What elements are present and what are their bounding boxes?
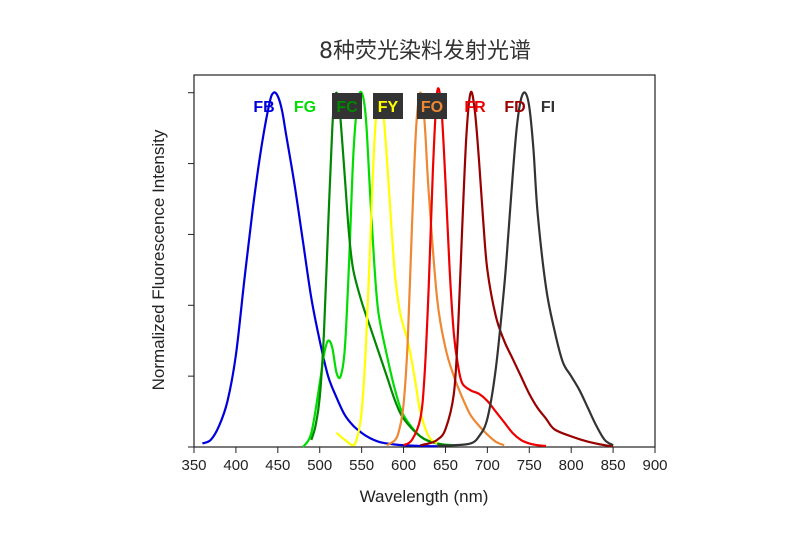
series-line-fi xyxy=(437,91,614,448)
legend-label: FO xyxy=(421,99,443,116)
legend-label: FG xyxy=(294,99,316,116)
x-tick-label: 750 xyxy=(517,457,542,474)
series-layer xyxy=(201,87,614,448)
x-tick-label: 450 xyxy=(265,457,290,474)
series-line-fc xyxy=(310,91,455,448)
x-axis-label: Wavelength (nm) xyxy=(360,487,489,506)
legend-item-fi: FI xyxy=(541,99,555,116)
series-line-fo xyxy=(386,91,505,447)
series-line-fd xyxy=(420,90,614,448)
legend-label: FB xyxy=(253,99,274,116)
legend-label: FD xyxy=(504,99,525,116)
x-tick-label: 850 xyxy=(601,457,626,474)
legend-item-fr: FR xyxy=(464,99,486,116)
x-tick-label: 800 xyxy=(559,457,584,474)
x-tick-label: 600 xyxy=(391,457,416,474)
x-tick-label: 700 xyxy=(475,457,500,474)
legend-item-fg: FG xyxy=(294,99,316,116)
x-tick-label: 550 xyxy=(349,457,374,474)
legend-label: FC xyxy=(336,99,358,116)
legend-label: FY xyxy=(378,99,399,116)
legend-label: FR xyxy=(464,99,486,116)
series-line-fb xyxy=(201,91,438,448)
legend-item-fb: FB xyxy=(253,99,274,116)
legend-item-fd: FD xyxy=(504,99,525,116)
x-tick-label: 900 xyxy=(642,457,667,474)
x-tick-label: 400 xyxy=(223,457,248,474)
legend-item-fy: FY xyxy=(373,93,403,119)
legend-label: FI xyxy=(541,99,555,116)
legend-item-fc: FC xyxy=(332,93,362,119)
chart-title: 8种荧光染料发射光谱 xyxy=(319,39,531,64)
x-axis-ticks: 350 400 450 500 550 600 650 700 750 800 850 900 xyxy=(181,447,668,474)
legend-item-fo: FO xyxy=(417,93,447,119)
legend: FB FG FC FY FO FR FD FI xyxy=(253,93,555,119)
x-tick-label: 650 xyxy=(433,457,458,474)
legend-box xyxy=(332,93,362,119)
series-line-fy xyxy=(335,92,438,447)
y-axis-label: Normalized Fluorescence Intensity xyxy=(149,129,168,390)
x-tick-label: 350 xyxy=(181,457,206,474)
x-tick-label: 500 xyxy=(307,457,332,474)
y-axis-ticks xyxy=(188,92,194,448)
legend-box xyxy=(417,93,447,119)
legend-box xyxy=(373,93,403,119)
